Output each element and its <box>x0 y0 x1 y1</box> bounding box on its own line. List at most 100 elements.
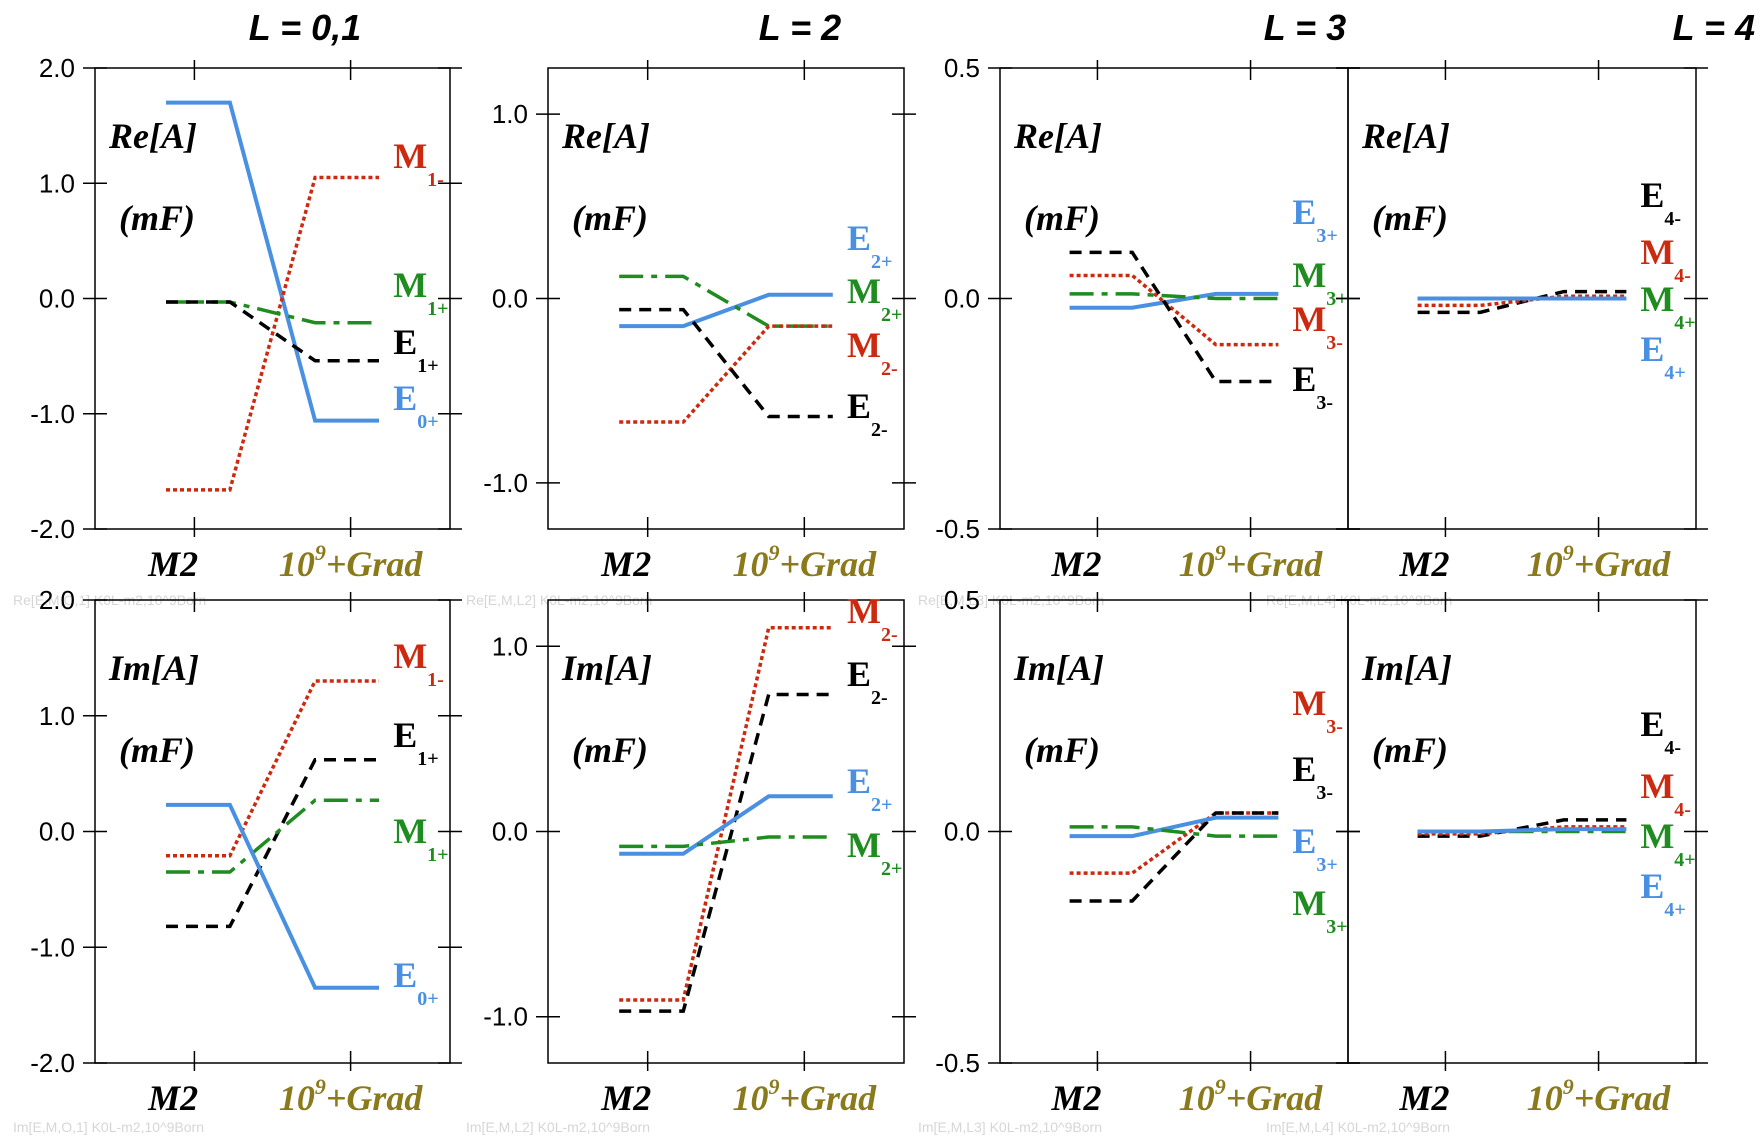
y-tick-label: 2.0 <box>39 53 75 83</box>
series-label-m1minus: M1- <box>393 136 444 191</box>
panel-unit: (mF) <box>1024 198 1100 238</box>
series-label-e3plus: E3+ <box>1292 192 1337 247</box>
y-tick-label: 1.0 <box>39 701 75 731</box>
series-label-e1plus: E1+ <box>393 322 438 377</box>
x-category-m2: M2 <box>1399 1078 1450 1118</box>
panel-im-0: 2.0 1.0 0.0 -1.0 -2.0 M2 109+Grad Im[A] (mF) M1- E… <box>13 585 462 1135</box>
panel-label: Im[A] <box>108 648 199 688</box>
series-line-e3plus <box>1069 291 1279 310</box>
series-line-m3minus <box>1069 811 1279 875</box>
column-title-l4: L = 4 <box>1673 7 1755 48</box>
series-line-m3plus <box>1069 292 1279 301</box>
y-tick-label: -0.5 <box>935 1048 980 1078</box>
column-title-l2: L = 2 <box>759 7 841 48</box>
x-category-m2: M2 <box>600 544 651 584</box>
series-label-m4plus: M4+ <box>1640 816 1695 871</box>
series-label-m2plus: M2+ <box>847 271 902 326</box>
series-line-m1plus <box>166 300 379 325</box>
panel-label: Im[A] <box>1361 648 1452 688</box>
series-label-m3plus: M3+ <box>1292 883 1347 938</box>
series-label-m3minus: M3- <box>1292 299 1343 354</box>
y-tick-label: 0.0 <box>39 284 75 314</box>
y-tick-label: 0.0 <box>492 284 528 314</box>
panel-label: Re[A] <box>1361 116 1450 156</box>
panel-label: Re[A] <box>561 116 650 156</box>
panel-re-0: 2.0 1.0 0.0 -1.0 -2.0 M2 109+Grad Re[A] (mF) E0+ M… <box>13 53 462 608</box>
panel-im-3: M2 109+Grad Im[A] (mF) E4- M4-M4+E4+ Im[E,M,L4… <box>1266 592 1708 1135</box>
panel-label: Im[A] <box>561 648 652 688</box>
series-label-e0plus: E0+ <box>393 955 438 1010</box>
series-label-m3minus: M3- <box>1292 683 1343 738</box>
y-tick-label: 2.0 <box>39 585 75 615</box>
series-label-m1plus: M1+ <box>393 811 448 866</box>
x-category-m2: M2 <box>147 1078 198 1118</box>
x-category-grad: 109+Grad <box>279 1074 424 1118</box>
column-title-l3: L = 3 <box>1264 7 1346 48</box>
x-category-grad: 109+Grad <box>733 1074 878 1118</box>
y-tick-label: 1.0 <box>492 99 528 129</box>
series-line-e3minus <box>1069 811 1279 903</box>
series-label-e2minus: E2- <box>847 654 888 709</box>
series-label-e4minus: E4- <box>1640 704 1681 759</box>
x-category-grad: 109+Grad <box>1527 540 1672 584</box>
series-line-e0plus <box>166 100 379 423</box>
panel-unit: (mF) <box>1372 730 1448 770</box>
series-label-m1minus: M1- <box>393 636 444 691</box>
panel-unit: (mF) <box>119 198 195 238</box>
panel-label: Re[A] <box>108 116 197 156</box>
series-line-m1plus <box>166 798 379 874</box>
series-line-e4minus <box>1417 818 1627 838</box>
column-title-l01: L = 0,1 <box>249 7 361 48</box>
y-tick-label: -0.5 <box>935 514 980 544</box>
series-line-e1plus <box>166 300 379 363</box>
series-line-m2plus <box>619 835 833 849</box>
series-label-e2plus: E2+ <box>847 218 892 273</box>
panel-im-2: 0.5 0.0 -0.5 M2 109+Grad Im[A] (mF) M3- E3- E3+ M3… <box>918 585 1360 1135</box>
panel-unit: (mF) <box>119 730 195 770</box>
panel-re-3: M2 109+GradRe[A](mF)E4-M4-M4+E4+Re[E,M,L4… <box>1266 60 1708 608</box>
series-label-e4plus: E4+ <box>1640 866 1685 921</box>
x-category-grad: 109+Grad <box>1179 540 1324 584</box>
series-label-e2plus: E2+ <box>847 761 892 816</box>
series-line-e2plus <box>619 794 833 856</box>
x-category-m2: M2 <box>1051 544 1102 584</box>
y-tick-label: 0.0 <box>944 817 980 847</box>
series-line-m1minus <box>166 679 379 858</box>
panel-label: Re[A] <box>1013 116 1102 156</box>
panel-im-1: 1.0 0.0 -1.0 M2 109+Grad Im[A] (mF) M2- E2- E2+ M2… <box>466 591 916 1135</box>
y-tick-label: -2.0 <box>30 514 75 544</box>
series-label-m4minus: M4- <box>1640 766 1691 821</box>
panel-unit: (mF) <box>1024 730 1100 770</box>
panel-unit: (mF) <box>572 730 648 770</box>
watermark-text: Im[E,M,L3] K0L-m2,10^9Born <box>918 1119 1102 1135</box>
y-tick-label: 1.0 <box>492 631 528 661</box>
series-label-m4minus: M4- <box>1640 232 1691 287</box>
series-label-m2minus: M2- <box>847 591 898 646</box>
y-tick-label: -1.0 <box>483 1002 528 1032</box>
series-label-e1plus: E1+ <box>393 715 438 770</box>
series-line-e3plus <box>1069 815 1279 839</box>
x-category-grad: 109+Grad <box>733 540 878 584</box>
series-line-e4minus <box>1417 289 1627 315</box>
series-label-e3plus: E3+ <box>1292 821 1337 876</box>
y-tick-label: -1.0 <box>483 468 528 498</box>
series-label-e0plus: E0+ <box>393 378 438 433</box>
y-tick-label: 0.0 <box>944 284 980 314</box>
series-line-m4minus <box>1417 294 1627 308</box>
series-label-m1plus: M1+ <box>393 265 448 320</box>
series-line-m2minus <box>619 324 833 424</box>
watermark-text: Im[E,M,L4] K0L-m2,10^9Born <box>1266 1119 1450 1135</box>
series-label-e2minus: E2- <box>847 386 888 441</box>
series-label-e4minus: E4- <box>1640 175 1681 230</box>
series-line-e4plus <box>1417 827 1627 834</box>
series-label-m4plus: M4+ <box>1640 279 1695 334</box>
series-label-e3minus: E3- <box>1292 749 1333 804</box>
series-line-e0plus <box>166 802 379 990</box>
x-category-m2: M2 <box>147 544 198 584</box>
y-tick-label: 0.5 <box>944 53 980 83</box>
series-label-m2plus: M2+ <box>847 825 902 880</box>
y-tick-label: 0.0 <box>492 817 528 847</box>
x-category-grad: 109+Grad <box>1527 1074 1672 1118</box>
